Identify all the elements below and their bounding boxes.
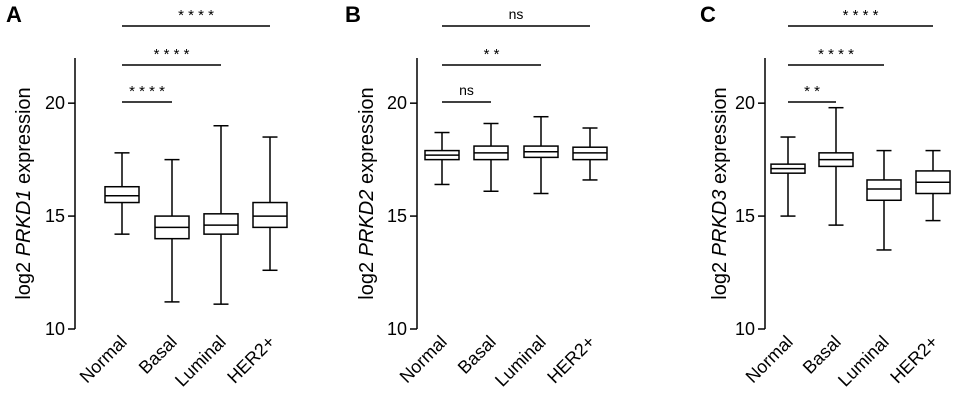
x-category-label: Luminal (834, 332, 893, 391)
iqr-box (866, 179, 902, 202)
box-luminal (866, 149, 902, 251)
box-her2 (252, 136, 288, 272)
box-normal (770, 136, 806, 217)
box-basal (473, 122, 509, 192)
x-category-label: HER2+ (886, 332, 942, 388)
y-tick-label: 20 (45, 93, 65, 113)
box-luminal (523, 115, 559, 195)
y-axis-label-prefix: log2 (709, 256, 731, 299)
significance-label: ns (459, 82, 474, 98)
x-category-label: Basal (454, 332, 500, 378)
y-axis-label-gene: PRKD1 (13, 190, 35, 257)
y-tick-label: 10 (387, 319, 407, 339)
y-axis-label-suffix: expression (709, 87, 731, 189)
x-category-label: Luminal (491, 332, 550, 391)
box-luminal (203, 125, 239, 305)
significance-label: * * * * (843, 7, 879, 24)
y-tick-label: 20 (735, 93, 755, 113)
y-axis-label: log2 PRKD2 expression (356, 87, 378, 299)
box-basal (154, 158, 190, 303)
y-axis-label-gene: PRKD2 (356, 190, 378, 257)
x-category-label: Basal (799, 332, 845, 378)
x-category-label: Normal (742, 332, 797, 387)
x-category-label: Luminal (171, 332, 230, 391)
y-axis-label-prefix: log2 (13, 256, 35, 299)
y-axis-label-prefix: log2 (356, 256, 378, 299)
x-category-label: Normal (396, 332, 451, 387)
box-basal (818, 106, 854, 226)
y-axis-label: log2 PRKD3 expression (709, 87, 731, 299)
panel-letter: C (700, 2, 716, 27)
panel-letter: A (6, 2, 22, 27)
y-tick-label: 10 (735, 319, 755, 339)
panel-letter: B (345, 2, 361, 27)
significance-label: * * * * (154, 46, 190, 63)
x-category-label: Normal (76, 332, 131, 387)
significance-label: * * * * (129, 83, 165, 100)
box-normal (104, 152, 140, 235)
significance-label: * * * * (818, 46, 854, 63)
y-tick-label: 15 (735, 206, 755, 226)
y-tick-label: 20 (387, 93, 407, 113)
y-axis-label: log2 PRKD1 expression (13, 87, 35, 299)
y-axis-label-gene: PRKD3 (709, 190, 731, 257)
panel-a: A 10 15 20 log2 PRKD1 expression Normal BasalL… (6, 2, 288, 391)
panel-b: B 10 15 20 log2 PRKD2 expression Normal BasalL… (345, 2, 608, 391)
y-tick-label: 10 (45, 319, 65, 339)
iqr-box (104, 185, 140, 204)
box-normal (424, 131, 460, 186)
box-her2 (915, 149, 951, 222)
significance-label: * * * * (178, 7, 214, 24)
iqr-box (252, 201, 288, 229)
y-tick-label: 15 (45, 206, 65, 226)
x-category-label: HER2+ (223, 332, 279, 388)
significance-label: ns (509, 6, 524, 22)
box-her2 (572, 127, 608, 181)
x-category-label: Basal (135, 332, 181, 378)
significance-label: * * (804, 83, 820, 100)
y-tick-label: 15 (387, 206, 407, 226)
y-axis-label-suffix: expression (13, 87, 35, 189)
y-axis-label-suffix: expression (356, 87, 378, 189)
iqr-box (203, 213, 239, 235)
significance-label: * * (484, 46, 500, 63)
x-category-label: HER2+ (543, 332, 599, 388)
